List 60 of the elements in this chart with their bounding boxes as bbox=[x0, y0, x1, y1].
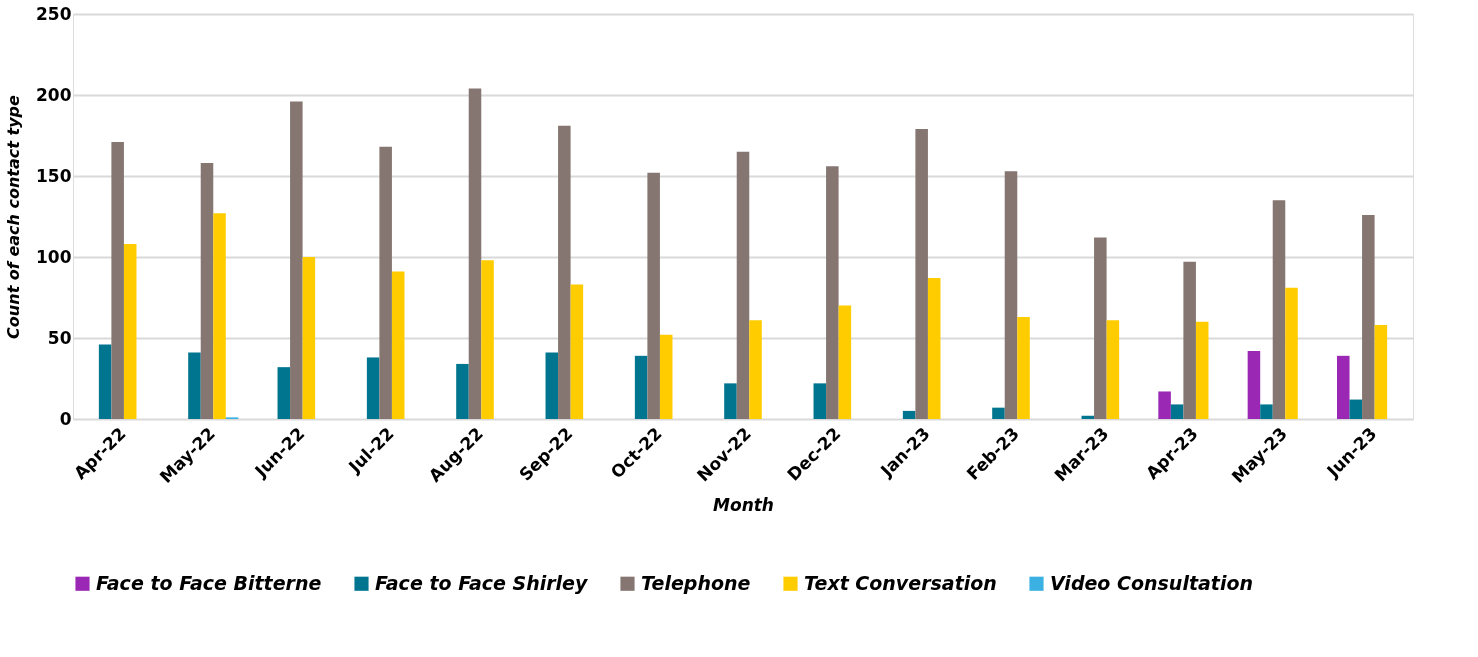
bar bbox=[902, 410, 916, 419]
bar bbox=[366, 357, 380, 419]
bar bbox=[838, 305, 852, 419]
bar bbox=[1017, 316, 1030, 419]
bar bbox=[1362, 214, 1375, 419]
bar bbox=[659, 334, 673, 419]
bar bbox=[1094, 237, 1107, 419]
bar bbox=[456, 363, 469, 419]
bar bbox=[1004, 171, 1018, 419]
bar bbox=[1285, 287, 1298, 419]
legend-label: Face to Face Bitterne bbox=[96, 571, 322, 594]
x-axis-title: Month bbox=[713, 495, 774, 516]
bar bbox=[123, 244, 137, 419]
y-tick-label: 100 bbox=[36, 246, 72, 267]
bar bbox=[1158, 391, 1171, 419]
y-tick-label: 0 bbox=[59, 408, 72, 429]
bar bbox=[188, 352, 201, 419]
bar bbox=[813, 383, 827, 419]
y-tick-label: 150 bbox=[36, 165, 72, 186]
bar bbox=[379, 146, 392, 419]
bar bbox=[277, 367, 291, 419]
bar bbox=[927, 278, 941, 419]
bar bbox=[98, 344, 112, 419]
bar bbox=[570, 284, 584, 419]
bar bbox=[1195, 321, 1209, 419]
bar bbox=[915, 129, 928, 419]
legend-label: Face to Face Shirley bbox=[375, 571, 590, 594]
bar bbox=[1272, 200, 1286, 419]
bar bbox=[992, 407, 1005, 419]
bar bbox=[826, 166, 839, 419]
bar bbox=[1260, 404, 1273, 419]
y-tick-label: 250 bbox=[36, 3, 72, 24]
bar bbox=[634, 355, 648, 419]
bar bbox=[481, 260, 494, 419]
bar bbox=[302, 257, 316, 419]
bar bbox=[1336, 355, 1350, 419]
bar bbox=[213, 213, 226, 419]
bar bbox=[111, 141, 124, 419]
y-tick-label: 200 bbox=[36, 84, 72, 105]
bar bbox=[736, 151, 750, 419]
bar bbox=[1374, 325, 1388, 419]
legend-label: Text Conversation bbox=[804, 571, 997, 594]
bar bbox=[724, 383, 737, 419]
bar bbox=[1170, 404, 1184, 419]
y-axis-title: Count of each contact type bbox=[4, 94, 24, 339]
bar bbox=[1183, 261, 1196, 419]
bar bbox=[290, 101, 303, 419]
bar bbox=[391, 271, 405, 419]
y-tick-label: 50 bbox=[47, 327, 72, 348]
bar bbox=[558, 125, 571, 419]
bar bbox=[200, 163, 214, 419]
bar bbox=[468, 88, 482, 419]
legend-label: Video Consultation bbox=[1050, 571, 1253, 594]
bar bbox=[545, 352, 559, 419]
bar bbox=[1247, 350, 1261, 419]
bar bbox=[1349, 399, 1363, 419]
bar bbox=[647, 172, 660, 419]
bar bbox=[749, 320, 762, 419]
legend-label: Telephone bbox=[641, 571, 751, 594]
bar bbox=[1106, 320, 1120, 419]
